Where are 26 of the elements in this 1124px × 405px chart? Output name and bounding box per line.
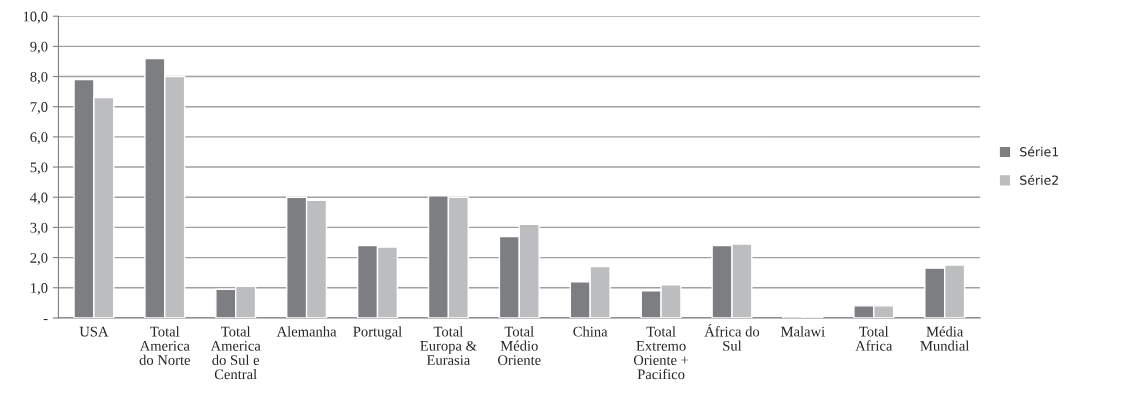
x-tick-label: Alemanha [276, 326, 337, 337]
y-tick-label: 7,0 [30, 102, 48, 115]
y-tick-label: 1,0 [31, 283, 48, 296]
y-tick-label: 9,0 [30, 41, 48, 54]
legend-label: Série2 [1020, 174, 1058, 185]
x-tick-label: Total Médio Oriente [498, 326, 541, 365]
y-tick-label: 6,0 [30, 132, 48, 145]
x-tick-label: Malawi [781, 326, 825, 337]
x-tick-label: Total Extremo Oriente + Pacifico [633, 326, 689, 380]
x-tick-label: USA [79, 326, 109, 337]
x-tick-label: Média Mundial [920, 326, 970, 351]
x-tick-label: Total America do Sul e Central [210, 326, 261, 380]
y-tick-label: 3,0 [30, 222, 48, 235]
y-tick-label: 8,0 [30, 71, 48, 84]
x-tick-label: Total Africa [855, 326, 893, 351]
x-tick-label: Total America do Norte [139, 326, 191, 365]
y-tick-label: 5,0 [30, 162, 48, 175]
legend-label: Série1 [1020, 146, 1059, 157]
x-tick-label: Total Europa & Eurasia [420, 326, 477, 365]
x-tick-label: China [573, 326, 608, 337]
y-tick-label: 2,0 [30, 252, 48, 265]
y-tick-label: - [43, 319, 48, 321]
y-tick-label: 10,0 [23, 11, 48, 24]
x-tick-label: África do Sul [704, 323, 760, 351]
x-tick-label: Portugal [353, 326, 402, 340]
y-tick-label: 4,0 [30, 192, 48, 205]
